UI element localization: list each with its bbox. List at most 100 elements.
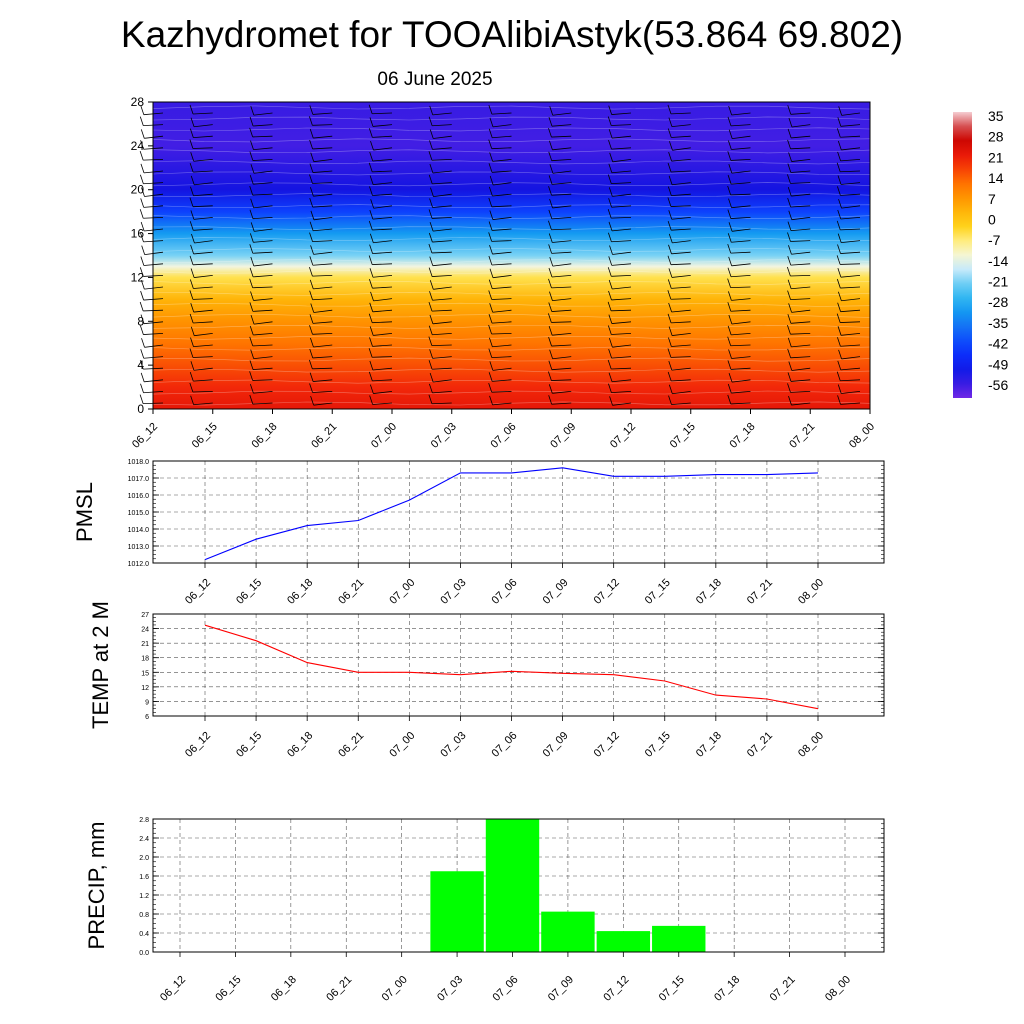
wind-barb-flag [430,187,434,197]
wind-barb [372,367,393,371]
ytick-label: 1017.0 [128,476,150,483]
wind-barb-flag [370,199,375,209]
wind-barb [253,275,273,278]
wind-barb-flag [667,197,672,207]
wind-barb [492,402,512,406]
wind-barb [312,124,333,126]
wind-barb [672,182,691,186]
wind-barb-flag [250,256,255,267]
pmsl-panel: 1012.0 1013.0 1014.0 1015.0 1016.0 1017.0 1018… [72,459,885,607]
wind-barb [313,402,333,406]
wind-barb [192,298,213,300]
colorbar-label: 28 [988,129,1004,145]
wind-barb-flag [727,302,732,312]
wind-barb-flag [309,325,313,335]
wind-barb [144,286,164,290]
wind-barb [372,135,393,138]
wind-barb-flag [249,233,254,243]
wind-barb-flag [608,163,613,173]
wind-barb-flag [140,140,144,150]
wind-barb-flag [428,336,433,346]
ytick-label: 6 [145,714,149,721]
wind-barb [193,379,213,382]
wind-barb [612,159,632,163]
wind-barb [731,228,751,232]
wind-barb-flag [429,222,434,232]
xtick-label: 07_12 [592,577,622,607]
wind-barb-flag [249,336,254,347]
wind-barb [730,275,751,278]
wind-barb-flag [190,361,195,371]
wind-barb [551,135,572,138]
wind-barb-flag [250,314,255,325]
wind-barb [552,240,572,243]
wind-barb-flag [310,210,315,220]
wind-barb-flag [250,140,254,150]
contour-line [152,302,871,307]
ytick-label: 2.8 [139,817,149,824]
wind-barb-flag [607,325,612,335]
precip-bar [596,931,651,952]
wind-barb [840,159,861,162]
wind-barb-flag [139,174,144,184]
panel-frame [152,460,885,564]
wind-barb [841,356,861,360]
wind-barb-flag [488,232,493,242]
wind-barb [492,379,512,382]
panel-ylabel: PRECIP, mm [84,822,109,950]
wind-barb [790,263,811,266]
wind-barb-flag [787,290,791,300]
wind-barb [551,379,572,381]
wind-barb [312,240,333,243]
heatmap-xtick-label: 07_12 [608,421,638,451]
wind-barb-flag [368,313,373,323]
wind-barb-flag [249,267,254,277]
wind-barb-flag [190,210,195,220]
wind-barb [552,356,572,360]
wind-barb-flag [836,278,841,289]
wind-barb-flag [837,326,842,336]
wind-barb-flag [140,256,145,266]
wind-barb-flag [189,279,194,289]
wind-barb-flag [368,162,373,173]
wind-barb [491,112,512,115]
wind-barb [492,367,512,371]
wind-barb [372,356,393,358]
wind-barb [253,147,273,151]
wind-barb-flag [369,117,374,127]
wind-barb [840,124,861,127]
wind-barb [611,333,632,335]
wind-barb-flag [249,394,254,405]
wind-barb-flag [429,129,434,139]
wind-barb [372,112,393,115]
wind-barb-flag [667,255,672,265]
xtick-label: 07_00 [380,974,410,1004]
wind-barb-flag [190,175,195,185]
ytick-label: 1.2 [139,893,149,900]
wind-barb [611,182,632,185]
wind-barb-flag [488,383,493,393]
wind-barb [671,344,691,347]
wind-barb-flag [837,151,841,161]
wind-barb-flag [369,279,373,289]
wind-barb [731,263,751,267]
wind-barb [841,298,861,302]
wind-barb-flag [548,336,552,347]
wind-barb-flag [488,255,493,266]
ytick-label: 2.4 [139,836,149,843]
heatmap-ytick-label: 28 [131,95,145,109]
wind-barb [192,147,213,149]
wind-barb-flag [787,105,792,115]
wind-barb [312,170,333,173]
wind-barb-flag [548,302,553,312]
wind-barb [312,356,333,359]
wind-barb-flag [189,104,194,115]
wind-barb-flag [190,152,195,162]
wind-barb-flag [249,371,253,381]
colorbar-label: 21 [988,149,1004,165]
xtick-label: 07_15 [643,730,673,760]
precip-bar [430,871,484,952]
ytick-label: 24 [141,627,149,634]
wind-barb [840,135,861,138]
wind-barb-flag [309,116,313,126]
